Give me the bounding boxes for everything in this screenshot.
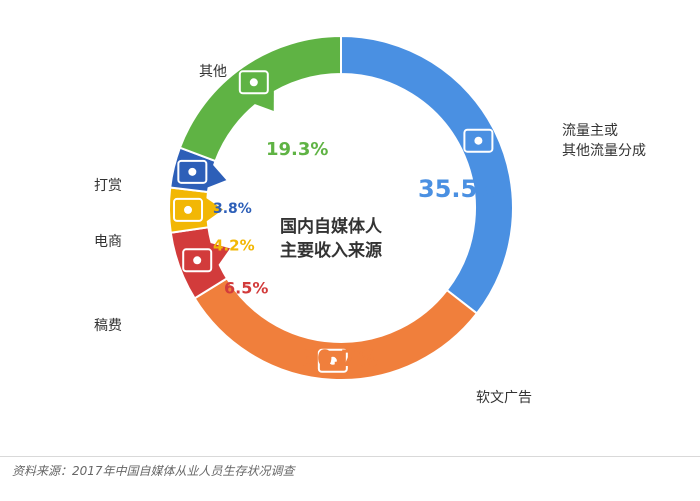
slice-percent-label: 35.5% [418,175,501,203]
slice-category-label: 流量主或 [562,123,618,139]
storefront-icon [173,197,204,222]
callout-pointer-5 [253,89,274,112]
wallet-icon [238,70,269,95]
callout-pointer-3 [205,197,224,222]
callout-pointer-2 [209,242,231,266]
slice-category-label: 软文广告 [476,390,532,406]
slice-category-label: 电商 [94,234,122,250]
donut-slice-0 [340,34,514,315]
slice-percent-label: 19.3% [266,139,328,160]
callout-pointer-4 [206,164,227,188]
money-hand-icon [182,248,213,273]
footer-divider [0,456,700,457]
slice-percent-label: 4.2% [213,237,255,255]
slice-percent-label: 3.8% [213,201,252,217]
slice-category-label: 稿费 [94,318,122,334]
slice-category-label: 打赏 [94,177,122,194]
coins-icon [177,159,208,184]
slice-category-label: 其他流量分成 [562,143,646,159]
source-note: 资料来源：2017年中国自媒体从业人员生存状况调查 [12,464,295,478]
slice-percent-label: 6.5% [224,279,268,298]
chart-title: 国内自媒体人 [280,216,383,237]
slice-category-label: 其他 [199,64,227,80]
slice-percent-label: 30.7% [302,347,378,372]
donut-slice-5 [178,34,342,163]
chart-title: 主要收入来源 [280,240,382,261]
speaker-icon [317,348,348,373]
hierarchy-icon [463,128,494,153]
